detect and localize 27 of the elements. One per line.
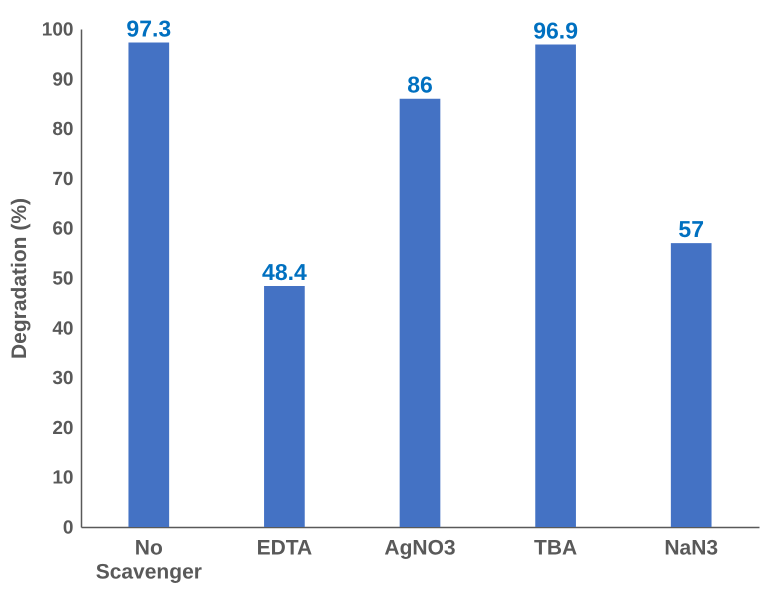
- y-tick-label: 50: [52, 268, 74, 290]
- y-tick-label: 60: [52, 218, 74, 240]
- data-label: 86: [407, 72, 433, 98]
- x-tick-label: TBA: [534, 536, 578, 560]
- data-label: 48.4: [262, 258, 307, 285]
- y-tick-label: 100: [42, 20, 74, 40]
- data-label: 96.9: [533, 17, 578, 44]
- y-tick-label: 30: [52, 368, 74, 390]
- bar: [264, 286, 305, 527]
- bar: [670, 243, 712, 527]
- bar: [400, 98, 440, 527]
- bar: [535, 44, 576, 527]
- x-tick-label: EDTA: [256, 536, 312, 560]
- y-tick-label: 10: [52, 468, 74, 489]
- y-tick-label: 90: [52, 69, 74, 90]
- bar: [128, 42, 170, 527]
- data-label: 57: [678, 216, 704, 242]
- x-tick-label: No Scavenger: [96, 536, 202, 584]
- y-tick-label: 40: [52, 318, 74, 340]
- x-tick-label: NaN3: [664, 536, 718, 560]
- y-axis-title: Degradation (%): [8, 198, 31, 360]
- y-tick-label: 0: [62, 518, 74, 538]
- y-tick-label: 80: [52, 119, 74, 140]
- data-label: 97.3: [126, 15, 172, 42]
- y-tick-label: 20: [52, 418, 74, 439]
- x-tick-label: AgNO3: [384, 536, 456, 560]
- y-tick-label: 70: [52, 168, 74, 190]
